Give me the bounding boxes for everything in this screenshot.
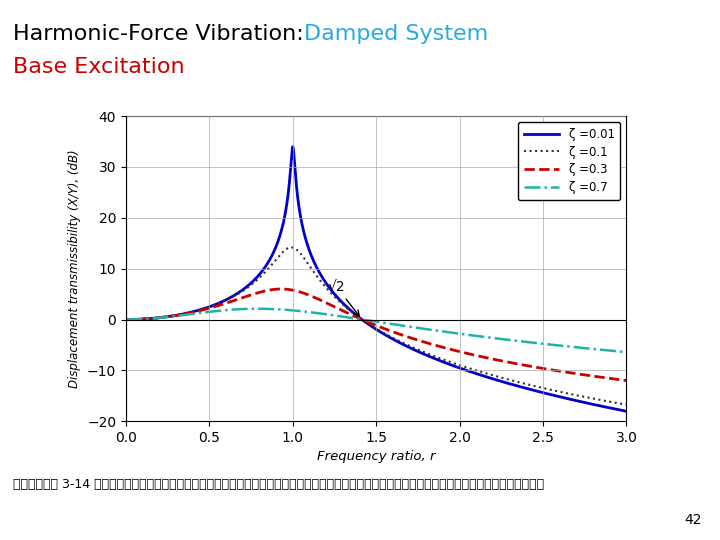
ζ =0.3 (447, 346, 456, 353)
ζ =0.3 (212, 303, 221, 309)
Text: Base Excitation: Base Excitation (13, 57, 184, 77)
ζ =0.7 (122, 316, 130, 323)
Line: ζ =0.1: ζ =0.1 (126, 247, 626, 404)
Y-axis label: Displacement transmissibility (X/Y), (dB): Displacement transmissibility (X/Y), (dB… (68, 150, 81, 388)
ζ =0.7 (313, 310, 322, 316)
ζ =0.1 (122, 316, 130, 323)
X-axis label: Frequency ratio, r: Frequency ratio, r (317, 450, 436, 463)
ζ =0.7 (534, 340, 542, 347)
Text: Harmonic-Force Vibration:: Harmonic-Force Vibration: (13, 24, 304, 44)
ζ =0.3 (534, 364, 542, 371)
ζ =0.1 (313, 274, 322, 280)
ζ =0.1 (422, 350, 431, 356)
ζ =0.01 (447, 362, 456, 368)
ζ =0.01 (313, 266, 322, 272)
ζ =0.01 (622, 408, 631, 415)
ζ =0.7 (447, 329, 456, 336)
ζ =0.1 (287, 244, 295, 251)
ζ =0.1 (622, 401, 631, 408)
ζ =0.3 (122, 316, 130, 323)
ζ =0.01 (422, 352, 431, 359)
ζ =0.7 (495, 335, 504, 342)
ζ =0.3 (495, 357, 504, 364)
ζ =0.1 (495, 374, 504, 380)
Text: รูปที่ 3-14 แสดงความสัมพันธ์ระหว่างการส่งถ่ายการกระจัดกับอัตราส่วนความถี: รูปที่ 3-14 แสดงความสัมพันธ์ระหว่างการส่… (13, 478, 544, 491)
ζ =0.01 (212, 301, 221, 307)
Line: ζ =0.7: ζ =0.7 (126, 309, 626, 352)
ζ =0.7 (212, 308, 221, 314)
Legend: ζ =0.01, ζ =0.1, ζ =0.3, ζ =0.7: ζ =0.01, ζ =0.1, ζ =0.3, ζ =0.7 (518, 122, 621, 200)
ζ =0.7 (622, 349, 631, 355)
Line: ζ =0.01: ζ =0.01 (126, 147, 626, 411)
ζ =0.01 (122, 316, 130, 323)
ζ =0.7 (422, 326, 431, 333)
Line: ζ =0.3: ζ =0.3 (126, 289, 626, 381)
Text: Damped System: Damped System (304, 24, 488, 44)
Text: √2: √2 (328, 280, 359, 316)
ζ =0.1 (212, 301, 221, 307)
ζ =0.3 (277, 286, 286, 292)
ζ =0.3 (313, 295, 322, 302)
ζ =0.7 (253, 306, 262, 312)
ζ =0.1 (534, 383, 542, 390)
ζ =0.3 (422, 340, 431, 346)
ζ =0.3 (622, 377, 631, 384)
Text: Harmonic-Force Vibration:Damped System: Harmonic-Force Vibration:Damped System (13, 24, 488, 44)
ζ =0.01 (289, 144, 297, 150)
Text: 42: 42 (685, 512, 702, 526)
ζ =0.01 (495, 377, 504, 384)
ζ =0.1 (447, 359, 456, 366)
ζ =0.01 (534, 388, 542, 395)
